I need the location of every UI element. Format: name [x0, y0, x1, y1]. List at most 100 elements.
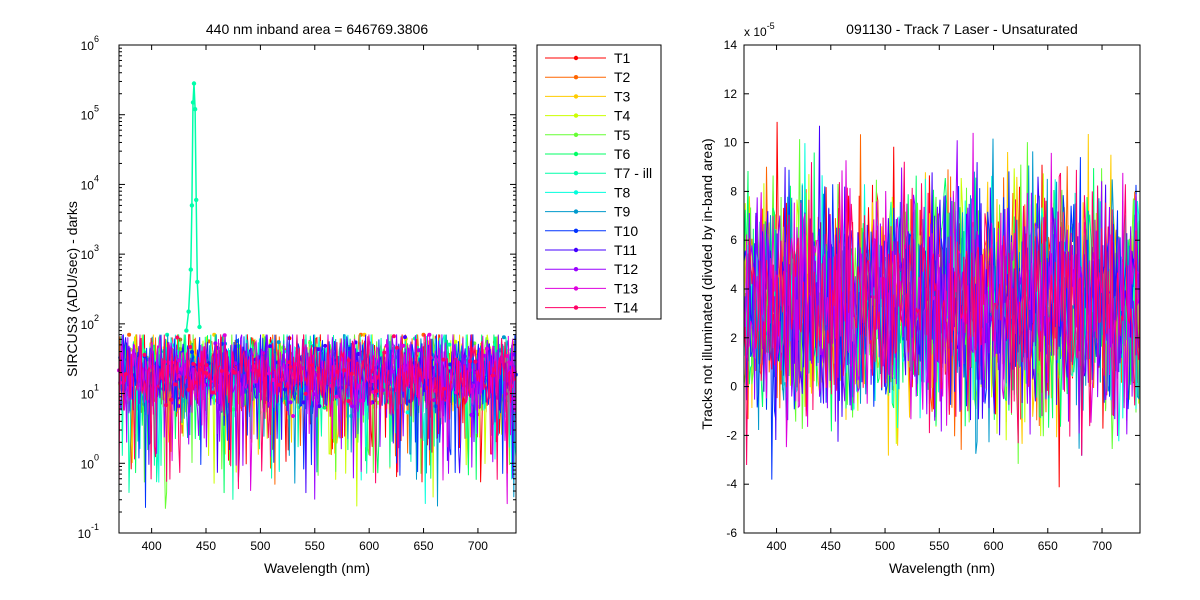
right-x-tick-label: 450 [821, 539, 841, 553]
left-series-marker [382, 350, 387, 355]
left-series-marker [199, 367, 204, 372]
left-series-marker [190, 350, 194, 354]
legend-label: T5 [614, 127, 631, 143]
left-series-marker [384, 343, 389, 348]
left-series-marker [346, 358, 351, 363]
right-x-tick-label: 600 [984, 539, 1004, 553]
left-x-tick-label: 500 [250, 539, 270, 553]
left-chart-title: 440 nm inband area = 646769.3806 [206, 21, 428, 37]
left-x-tick-label: 550 [305, 539, 325, 553]
right-y-axis-label: Tracks not illuminated (divded by in-ban… [699, 138, 715, 429]
right-y-tick-label: 6 [730, 233, 737, 247]
right-x-tick-label: 700 [1092, 539, 1112, 553]
right-scale-factor-exp: -5 [767, 21, 775, 31]
left-series-marker [335, 369, 340, 374]
left-peak-marker [189, 203, 195, 208]
left-series-marker [173, 382, 178, 387]
left-series-marker [417, 348, 422, 353]
legend-marker [573, 94, 579, 99]
right-axes: 400 450 500 550 600 650 700 -6-4-202468101214 … [699, 21, 1141, 576]
left-series-marker [303, 391, 308, 396]
left-series-marker [204, 363, 209, 368]
left-series-marker [403, 335, 407, 340]
left-series-marker [442, 386, 446, 391]
left-series-marker [291, 414, 296, 418]
left-series-marker [288, 365, 293, 369]
left-peak-marker [191, 81, 197, 86]
left-x-axis-label: Wavelength (nm) [264, 560, 370, 576]
left-peak-marker [194, 197, 199, 203]
left-series-marker [469, 412, 474, 417]
left-series-marker [309, 363, 314, 368]
legend-marker [573, 209, 579, 214]
legend-marker [573, 190, 579, 195]
left-series-marker [490, 373, 495, 378]
right-y-tick-label: 0 [730, 380, 737, 394]
legend-marker [573, 75, 579, 80]
left-series-marker [169, 397, 174, 402]
left-series-marker [358, 398, 363, 403]
left-series-marker [394, 345, 399, 350]
legend-label: T3 [614, 88, 631, 104]
right-x-tick-label: 550 [929, 539, 949, 553]
left-series-marker [374, 389, 379, 393]
right-y-tick-label: 2 [730, 331, 737, 345]
left-series-marker [508, 361, 513, 366]
left-series-marker [165, 332, 170, 337]
legend-marker [573, 228, 579, 233]
left-series-marker [441, 357, 446, 362]
left-series-marker [323, 343, 328, 348]
left-series-marker [468, 359, 473, 364]
right-y-tick-label: 4 [730, 282, 737, 296]
left-series-marker [194, 380, 198, 385]
left-axes: 400 450 500 550 600 650 700 10-110010110210310… [64, 21, 518, 576]
left-series-marker [203, 370, 208, 375]
left-series-marker [401, 343, 406, 348]
right-y-tick-label: 12 [724, 87, 738, 101]
left-y-axis-label: SIRCUS3 (ADU/sec) - darks [64, 201, 80, 377]
left-series-marker [127, 332, 132, 337]
left-series-marker [342, 368, 347, 373]
left-series-marker [256, 369, 261, 374]
legend-label: T13 [614, 280, 638, 296]
left-series-marker [346, 399, 351, 403]
left-series-marker [219, 369, 224, 373]
left-series-marker [349, 371, 354, 376]
left-series-marker [123, 372, 128, 376]
legend-label: T2 [614, 69, 631, 85]
right-scale-factor-base: x 10 [744, 25, 767, 39]
left-series-marker [211, 390, 216, 395]
right-y-tick-label: -6 [726, 526, 737, 540]
legend-label: T10 [614, 223, 638, 239]
legend-marker [573, 113, 579, 118]
legend: T1 T2 T3 T4 T5 T6 T7 - ill T8 T9 T10 T11 T12 T13 T14 [536, 44, 662, 320]
left-series-marker [142, 352, 147, 357]
left-series-marker [427, 332, 432, 337]
left-series-marker [316, 366, 321, 371]
left-series-marker [334, 394, 339, 399]
left-series-marker [288, 400, 293, 405]
left-series-marker [268, 344, 273, 349]
left-series-marker [222, 333, 227, 338]
right-x-tick-label: 650 [1038, 539, 1058, 553]
left-series-marker [276, 340, 281, 345]
left-series-marker [358, 332, 363, 337]
left-series-marker [179, 367, 183, 372]
left-peak-marker [197, 324, 202, 330]
legend-marker [573, 305, 579, 310]
left-series-marker [188, 345, 193, 349]
left-series-marker [186, 387, 191, 392]
left-series-marker [301, 400, 306, 405]
legend-label: T9 [614, 204, 631, 220]
left-peak-marker [184, 328, 189, 333]
legend-label: T8 [614, 184, 631, 200]
right-x-tick-label: 400 [767, 539, 787, 553]
left-series-marker [511, 352, 516, 357]
left-series-marker [256, 372, 261, 377]
legend-label: T1 [614, 50, 631, 66]
left-series-group [117, 332, 518, 509]
left-series-marker [391, 334, 396, 339]
left-x-tick-label: 400 [142, 539, 162, 553]
left-series-marker [232, 370, 237, 375]
